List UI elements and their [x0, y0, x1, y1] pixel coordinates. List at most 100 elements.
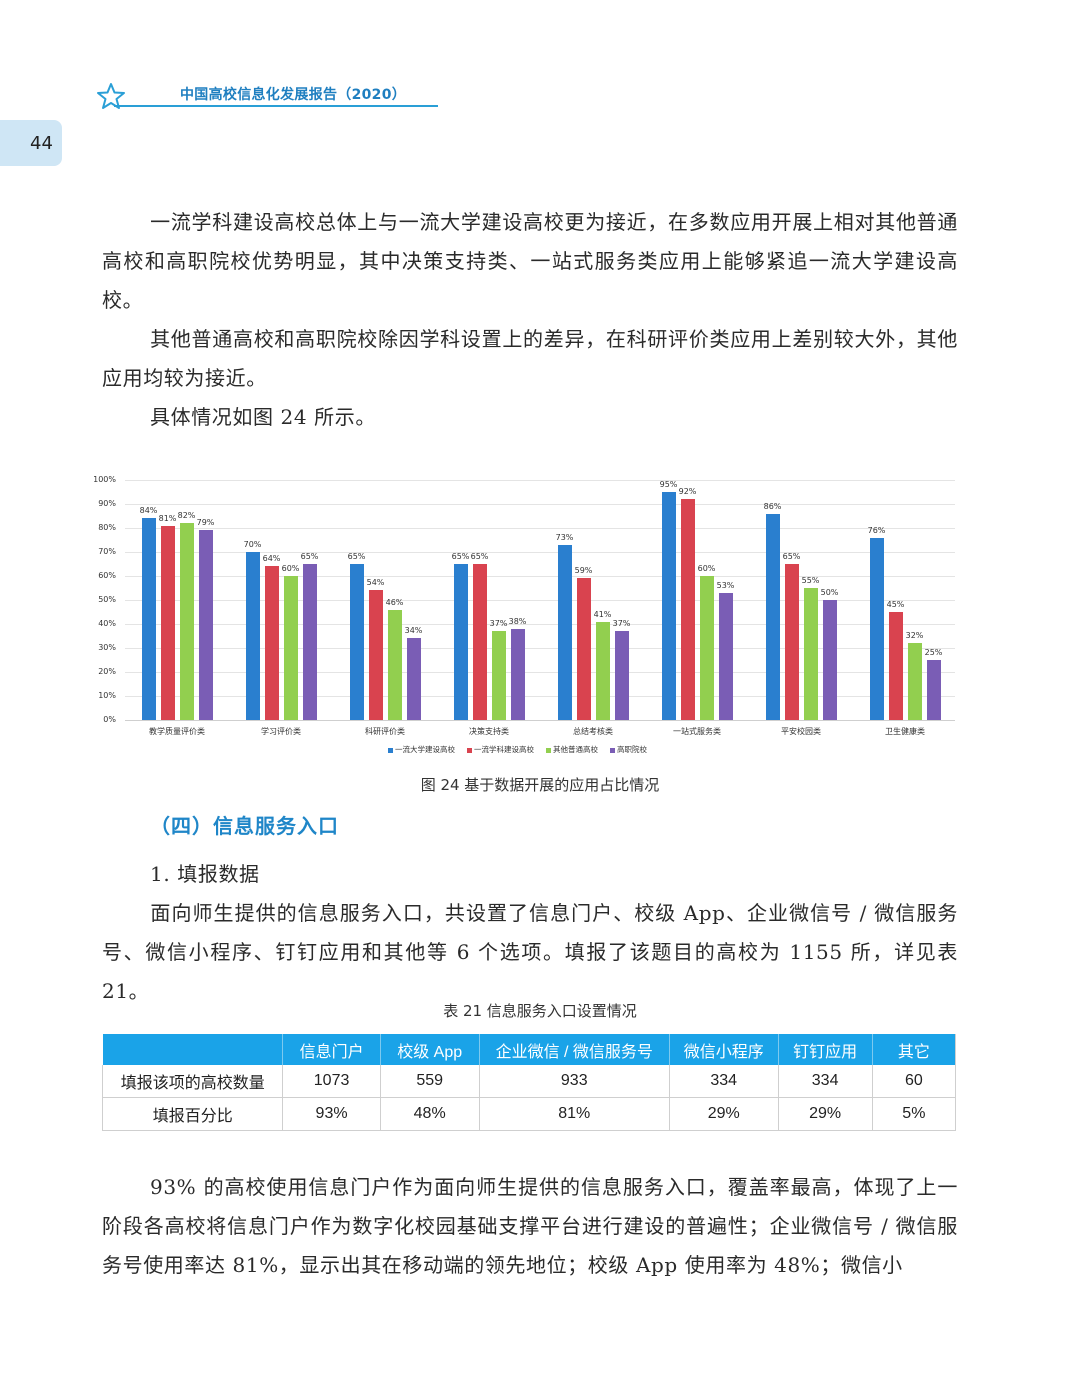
gridline — [125, 480, 955, 481]
bar — [680, 499, 695, 720]
paragraph-1: 一流学科建设高校总体上与一流大学建设高校更为接近，在多数应用开展上相对其他普通高… — [102, 203, 958, 320]
table-header-cell: 信息门户 — [282, 1034, 381, 1065]
legend-label: 高职院校 — [617, 745, 647, 754]
table-row: 填报百分比 93% 48% 81% 29% 29% 5% — [101, 1097, 957, 1131]
bar — [699, 576, 714, 720]
bar-value-label: 92% — [678, 487, 697, 497]
gridline — [125, 504, 955, 505]
table-cell: 60 — [872, 1065, 957, 1098]
bar-value-label: 64% — [262, 554, 281, 564]
bar-value-label: 82% — [177, 511, 196, 521]
y-tick-label: 10% — [98, 691, 116, 700]
gridline — [125, 696, 955, 697]
y-tick-label: 20% — [98, 667, 116, 676]
bar — [264, 566, 279, 720]
bar-value-label: 37% — [489, 619, 508, 629]
bar-value-label: 60% — [697, 564, 716, 573]
bar — [926, 660, 941, 720]
paragraph-5: 93% 的高校使用信息门户作为面向师生提供的信息服务入口，覆盖率最高，体现了上一… — [102, 1168, 958, 1285]
bar-value-label: 53% — [716, 580, 735, 590]
bar — [718, 592, 733, 720]
bar-value-label: 73% — [555, 532, 574, 542]
table-header-cell: 钉钉应用 — [778, 1034, 873, 1065]
category-label: 卫生健康类 — [885, 727, 925, 736]
legend-item: 一流大学建设高校 — [388, 744, 455, 755]
subsection-title: 1. 填报数据 — [102, 855, 958, 894]
bar — [368, 590, 383, 720]
bar — [869, 537, 884, 720]
bar-value-label: 41% — [593, 609, 612, 619]
bar — [888, 612, 903, 720]
bar — [614, 631, 629, 720]
legend-swatch — [388, 747, 393, 753]
table-cell: 5% — [872, 1097, 957, 1131]
legend-label: 其他普通高校 — [553, 745, 598, 754]
bar-value-label: 50% — [820, 588, 839, 597]
figure-caption: 图 24 基于数据开展的应用占比情况 — [420, 776, 660, 794]
table-cell: 334 — [669, 1065, 779, 1098]
table-cell: 933 — [479, 1065, 670, 1098]
bar-value-label: 86% — [763, 501, 782, 511]
bar — [822, 600, 837, 720]
legend-swatch — [546, 747, 551, 753]
running-header: 中国高校信息化发展报告（2020） — [96, 80, 438, 112]
gridline — [125, 672, 955, 673]
bar — [141, 518, 156, 720]
table-row: 填报该项的高校数量 1073 559 933 334 334 60 — [101, 1065, 957, 1098]
legend-item: 一流学科建设高校 — [467, 744, 534, 755]
bar-value-label: 95% — [659, 480, 678, 489]
row-label: 填报百分比 — [101, 1097, 284, 1131]
bar — [557, 544, 572, 720]
bar-value-label: 54% — [366, 578, 385, 588]
bar-value-label: 65% — [347, 552, 366, 561]
subsection-title-text: 1. 填报数据 — [150, 862, 260, 886]
category-label: 一站式服务类 — [673, 727, 721, 736]
table-header-cell: 其它 — [872, 1034, 957, 1065]
legend-label: 一流大学建设高校 — [395, 745, 455, 754]
category-label: 总结考核类 — [573, 727, 613, 736]
gridline — [125, 600, 955, 601]
bar-value-label: 81% — [158, 513, 177, 523]
table-header-row: 信息门户 校级 App 企业微信 / 微信服务号 微信小程序 钉钉应用 其它 — [102, 1034, 957, 1065]
paragraph-4: 面向师生提供的信息服务入口，共设置了信息门户、校级 App、企业微信号 / 微信… — [102, 894, 958, 1011]
legend-swatch — [610, 747, 615, 753]
table-cell: 48% — [380, 1097, 480, 1131]
gridline — [125, 648, 955, 649]
bar-value-label: 84% — [139, 506, 158, 516]
bar-value-label: 65% — [782, 552, 801, 561]
y-tick-label: 0% — [103, 715, 116, 724]
bar — [302, 564, 317, 720]
table-cell: 81% — [479, 1097, 670, 1131]
table-cell: 29% — [778, 1097, 873, 1131]
paragraph-3-text: 具体情况如图 24 所示。 — [150, 405, 376, 429]
page-number: 44 — [30, 133, 53, 154]
paragraph-4-text: 面向师生提供的信息服务入口，共设置了信息门户、校级 App、企业微信号 / 微信… — [102, 901, 958, 1003]
bar — [387, 609, 402, 720]
bar-value-label: 34% — [404, 626, 423, 636]
paragraph-5-text: 93% 的高校使用信息门户作为面向师生提供的信息服务入口，覆盖率最高，体现了上一… — [102, 1175, 958, 1277]
bar-value-label: 70% — [243, 540, 262, 549]
category-label: 平安校园类 — [781, 727, 821, 736]
category-label: 教学质量评价类 — [149, 727, 205, 736]
table-header-cell: 企业微信 / 微信服务号 — [479, 1034, 670, 1065]
bar-value-label: 65% — [300, 552, 319, 561]
table-caption: 表 21 信息服务入口设置情况 — [443, 1002, 637, 1020]
bar-value-label: 60% — [281, 564, 300, 573]
y-tick-label: 60% — [98, 571, 116, 580]
paragraph-1-text: 一流学科建设高校总体上与一流大学建设高校更为接近，在多数应用开展上相对其他普通高… — [102, 210, 958, 312]
bar-value-label: 45% — [886, 600, 905, 609]
category-label: 科研评价类 — [365, 727, 405, 736]
paragraph-2-text: 其他普通高校和高职院校除因学科设置上的差异，在科研评价类应用上差别较大外，其他应… — [102, 327, 958, 390]
table-cell: 93% — [282, 1097, 381, 1131]
y-tick-label: 30% — [98, 643, 116, 652]
section-title: （四）信息服务入口 — [150, 814, 339, 838]
category-label: 决策支持类 — [469, 727, 509, 736]
bar — [245, 552, 260, 720]
bar — [283, 576, 298, 720]
star-outline-icon — [97, 83, 125, 109]
table-cell: 29% — [669, 1097, 779, 1131]
bar — [406, 638, 421, 720]
bar — [784, 564, 799, 720]
y-tick-label: 80% — [98, 523, 116, 532]
bar-value-label: 32% — [905, 631, 924, 641]
